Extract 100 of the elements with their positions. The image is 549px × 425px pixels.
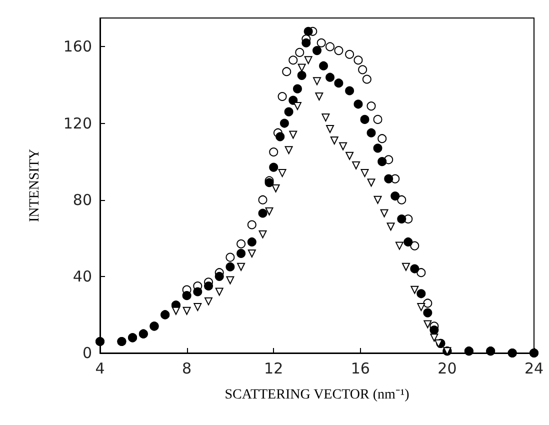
point	[302, 38, 311, 48]
point	[215, 288, 224, 296]
point	[258, 230, 267, 238]
point	[397, 195, 406, 204]
point	[204, 282, 213, 290]
y-tick-label: 40	[72, 267, 92, 286]
point	[295, 48, 304, 57]
point	[226, 252, 235, 262]
point	[424, 320, 432, 328]
point	[280, 118, 289, 128]
point	[284, 107, 294, 116]
point	[410, 241, 420, 250]
point	[354, 56, 363, 65]
point	[410, 286, 419, 294]
point	[354, 100, 363, 109]
point	[292, 84, 302, 94]
point	[366, 128, 376, 138]
point	[269, 162, 278, 172]
point	[194, 303, 202, 312]
point	[397, 214, 406, 224]
x-tick-label: 4	[95, 360, 105, 378]
point	[182, 306, 191, 315]
point	[204, 297, 212, 306]
point	[269, 148, 278, 156]
y-tick-label: 0	[82, 344, 92, 362]
point	[284, 146, 293, 154]
point	[416, 289, 426, 298]
point	[326, 72, 335, 82]
point	[278, 169, 286, 178]
point	[380, 209, 388, 218]
point	[226, 276, 234, 284]
x-axis-title: SCATTERING VECTOR (nm⁻¹)	[224, 388, 410, 402]
point	[430, 334, 438, 342]
point	[193, 287, 202, 296]
point	[423, 308, 432, 318]
point	[345, 86, 354, 96]
point	[226, 262, 235, 272]
point	[360, 114, 370, 124]
point	[278, 92, 287, 101]
point	[182, 291, 192, 300]
x-tick-label: 20	[438, 360, 457, 378]
point	[289, 130, 298, 139]
point	[316, 38, 326, 48]
point	[430, 326, 439, 335]
point	[282, 67, 292, 76]
point	[434, 339, 443, 348]
y-tick-label: 80	[72, 190, 92, 209]
point	[373, 144, 382, 153]
point	[339, 142, 348, 150]
point	[386, 222, 395, 231]
point	[417, 303, 426, 312]
point	[214, 272, 224, 281]
point	[373, 114, 382, 124]
point	[304, 26, 313, 36]
point	[313, 77, 321, 86]
point	[410, 264, 420, 274]
y-axis-title: INTENSITY	[28, 148, 42, 222]
point	[358, 65, 368, 74]
point	[374, 196, 382, 204]
x-tick-label: 12	[264, 360, 284, 378]
point	[345, 50, 354, 59]
point	[390, 192, 400, 201]
point	[404, 237, 413, 246]
point	[334, 46, 344, 56]
point	[172, 306, 180, 315]
y-tick-label: 120	[63, 114, 92, 132]
point	[298, 64, 306, 72]
point	[362, 74, 372, 84]
point	[237, 262, 246, 271]
point	[378, 157, 387, 166]
point	[304, 56, 312, 64]
x-tick-label: 8	[182, 360, 192, 378]
x-tick-label: 16	[350, 360, 370, 378]
point	[272, 184, 280, 192]
point	[247, 237, 256, 246]
x-tick-label: 24	[524, 360, 544, 378]
point	[312, 46, 322, 56]
point	[395, 242, 404, 250]
y-tick-label: 160	[63, 38, 92, 56]
point	[367, 178, 376, 187]
point	[384, 174, 394, 184]
point	[315, 92, 324, 100]
point	[326, 42, 335, 52]
point	[236, 239, 246, 248]
point	[322, 114, 330, 122]
point	[360, 169, 369, 178]
point	[366, 102, 376, 111]
point	[288, 56, 298, 65]
point	[402, 262, 410, 271]
point	[378, 134, 387, 144]
point	[258, 208, 268, 218]
point	[352, 161, 360, 170]
point	[346, 152, 354, 160]
point	[276, 132, 285, 142]
point	[288, 96, 298, 105]
point	[423, 298, 432, 308]
point	[319, 61, 328, 70]
point	[258, 195, 268, 204]
point	[330, 136, 338, 145]
point	[248, 249, 256, 258]
